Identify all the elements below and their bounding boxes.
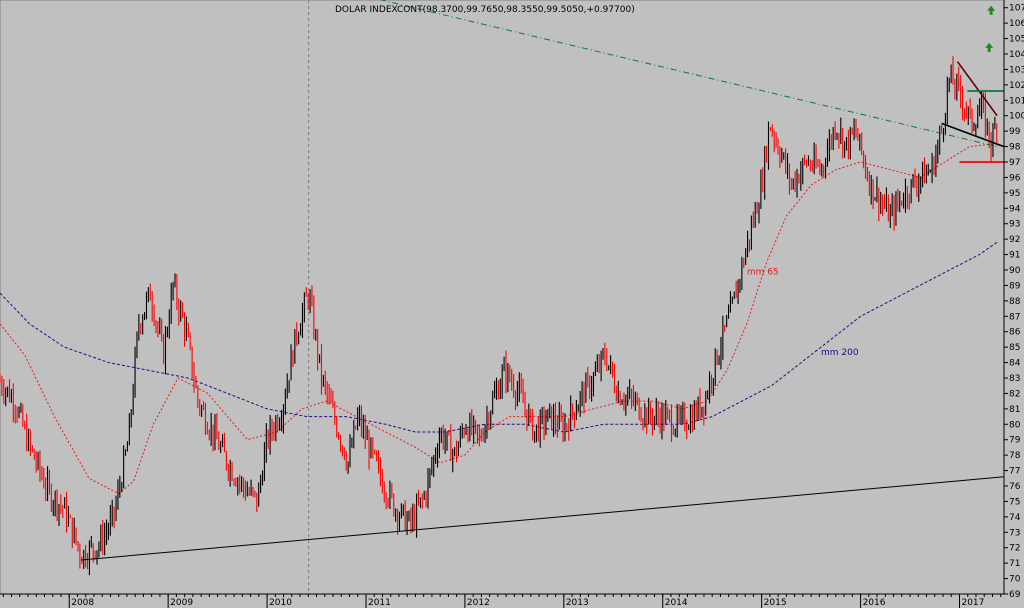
y-tick-label: 104 [1009, 50, 1024, 60]
x-tick-label: 2008 [71, 598, 94, 608]
y-tick-label: 92 [1009, 235, 1020, 245]
y-tick-label: 80 [1009, 420, 1021, 430]
y-tick-label: 86 [1009, 328, 1021, 338]
y-tick-label: 106 [1009, 19, 1024, 29]
y-tick-label: 76 [1009, 482, 1021, 492]
x-tick-label: 2012 [467, 598, 490, 608]
y-tick-label: 74 [1009, 513, 1021, 523]
trendline-wedge-upper [956, 61, 998, 117]
y-tick-label: 105 [1009, 35, 1024, 45]
annotation-label: mm 200 [821, 348, 859, 358]
x-tick-label: 2009 [170, 598, 193, 608]
annotation-label: mm 65 [747, 268, 779, 278]
y-tick-label: 71 [1009, 559, 1020, 569]
y-tick-label: 73 [1009, 528, 1020, 538]
trendline-support [81, 476, 1005, 561]
y-tick-label: 101 [1009, 96, 1024, 106]
y-tick-label: 70 [1009, 575, 1021, 585]
y-tick-label: 83 [1009, 374, 1020, 384]
y-tick-label: 69 [1009, 590, 1021, 600]
x-tick-label: 2013 [566, 598, 589, 608]
trendline-wedge-lower [941, 122, 1005, 148]
y-tick-label: 89 [1009, 281, 1021, 291]
y-tick-label: 90 [1009, 266, 1021, 276]
x-axis: 2008 2009 2010 2011 2012 2013 2014 2015 2016 2017 [0, 593, 1004, 608]
x-tick-label: 2016 [863, 598, 886, 608]
y-tick-label: 93 [1009, 220, 1020, 230]
up-arrow-icon [987, 5, 996, 15]
x-tick-label: 2015 [764, 598, 787, 608]
y-tick-label: 94 [1009, 204, 1021, 214]
x-tick-label: 2011 [368, 598, 391, 608]
x-tick-label: 2010 [269, 598, 292, 608]
y-tick-label: 95 [1009, 189, 1020, 199]
y-tick-label: 100 [1009, 112, 1024, 122]
price-series [0, 56, 998, 576]
y-tick-label: 88 [1009, 297, 1021, 307]
y-tick-label: 87 [1009, 312, 1020, 322]
y-tick-label: 79 [1009, 436, 1021, 446]
overlays: mm 65 mm 200 [81, 0, 1005, 561]
y-tick-label: 84 [1009, 359, 1021, 369]
y-tick-label: 103 [1009, 65, 1024, 75]
y-tick-label: 96 [1009, 173, 1021, 183]
chart-title: DOLAR INDEXCONT(98.3700,99.7650,98.3550,… [335, 5, 635, 15]
y-tick-label: 98 [1009, 143, 1021, 153]
y-tick-label: 82 [1009, 389, 1020, 399]
y-tick-label: 99 [1009, 127, 1021, 137]
y-tick-label: 97 [1009, 158, 1020, 168]
y-tick-label: 81 [1009, 405, 1020, 415]
y-tick-label: 77 [1009, 467, 1020, 477]
mm65-line [0, 143, 998, 495]
y-tick-label: 102 [1009, 81, 1024, 91]
y-tick-label: 78 [1009, 451, 1021, 461]
y-tick-label: 72 [1009, 544, 1020, 554]
x-tick-label: 2014 [665, 598, 688, 608]
y-tick-label: 107 [1009, 4, 1024, 14]
up-arrow-icon [985, 42, 994, 52]
y-tick-label: 85 [1009, 343, 1020, 353]
y-tick-label: 91 [1009, 251, 1020, 261]
y-axis: 69 70 71 72 73 74 75 76 77 78 79 80 81 82 83 84 85 86 87 88… [1003, 0, 1024, 600]
y-tick-label: 75 [1009, 497, 1020, 507]
x-tick-label: 2017 [961, 598, 984, 608]
